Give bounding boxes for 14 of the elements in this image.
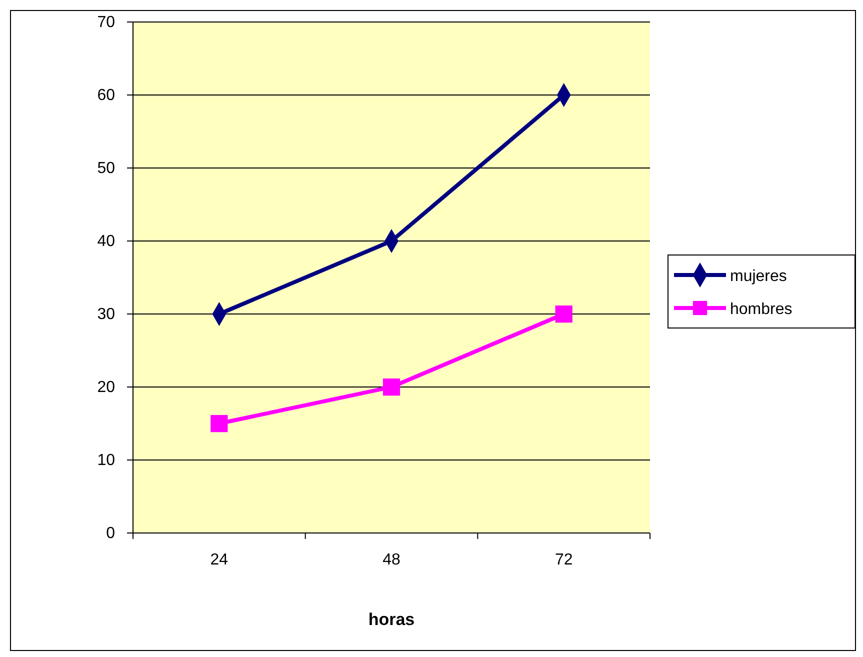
y-tick-label: 70 [97,14,116,32]
y-tick-label: 0 [106,525,116,542]
x-tick-label: 24 [210,551,228,568]
legend-label: mujeres [730,268,787,285]
y-tick-label: 10 [97,452,116,470]
x-tick-label: 72 [554,551,573,568]
y-tick-label: 20 [97,379,116,396]
y-tick-label: 60 [97,87,116,104]
x-axis-title: horas [368,610,415,629]
y-tick-label: 30 [97,306,116,324]
y-tick-label: 40 [97,233,116,250]
legend-label: hombres [730,301,792,318]
x-tick-label: 48 [382,551,400,568]
y-tick-label: 50 [97,160,116,178]
